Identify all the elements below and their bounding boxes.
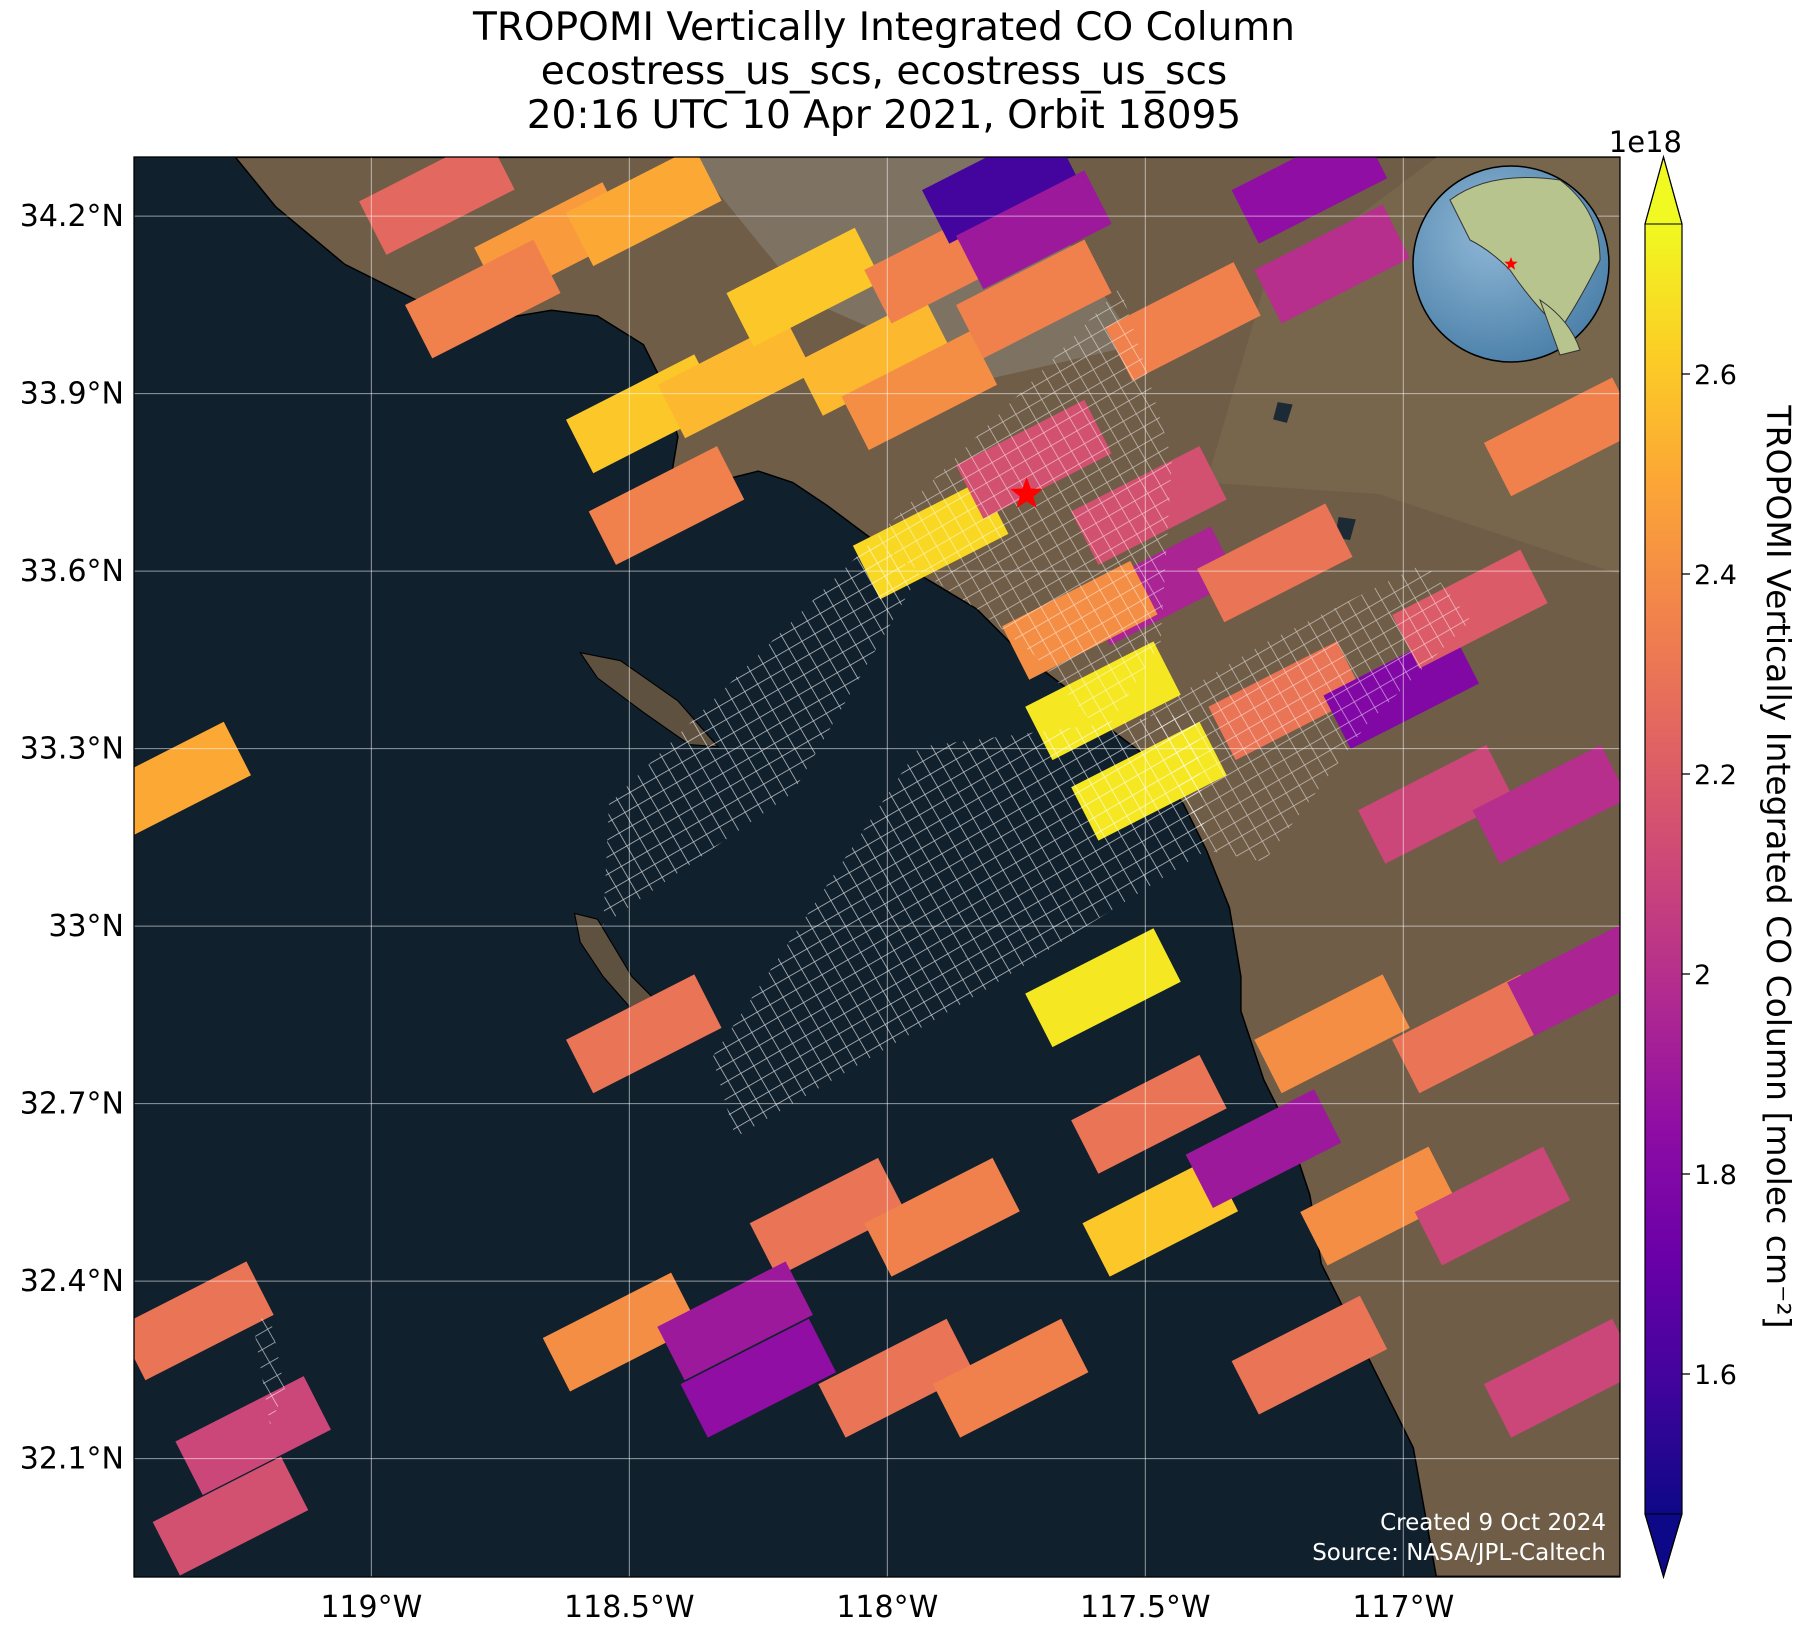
co-tile <box>726 227 883 347</box>
colorbar-tick-label: 2 <box>1694 960 1711 991</box>
y-tick-label: 32.4°N <box>20 1264 124 1299</box>
co-tile <box>749 1157 906 1277</box>
y-tick-label: 32.1°N <box>20 1442 124 1477</box>
co-tile <box>1082 1157 1239 1277</box>
colorbar-tick-label: 2.2 <box>1694 760 1737 791</box>
co-tile <box>1392 974 1548 1094</box>
co-tile <box>680 1318 837 1438</box>
map-frame <box>133 156 1621 1578</box>
y-tick-label: 34.2°N <box>20 199 124 234</box>
co-tile <box>1472 744 1620 864</box>
ecostress-swaths <box>252 287 1471 1425</box>
colorbar-extend-high <box>1644 155 1683 225</box>
x-tick-label: 117.5°W <box>1080 1590 1211 1625</box>
co-tile <box>1197 503 1353 623</box>
credit: Source: NASA/JPL-Caltech <box>1312 1540 1606 1566</box>
y-tick-label: 33.6°N <box>20 554 124 589</box>
co-tile <box>922 157 1078 244</box>
colorbar: 1e18 TROPOMI Vertically Integrated CO Co… <box>1609 125 1798 1580</box>
x-tick-label: 119°W <box>320 1590 422 1625</box>
x-tick-label: 118.5°W <box>564 1590 695 1625</box>
y-tick-label: 33.3°N <box>20 732 124 767</box>
title-line: ecostress_us_scs, ecostress_us_scs <box>541 49 1227 94</box>
co-tile <box>1185 1089 1342 1209</box>
co-tile <box>1254 974 1410 1094</box>
co-tile <box>1414 1146 1571 1266</box>
co-tile <box>588 446 745 565</box>
co-tile <box>1483 1318 1620 1438</box>
colorbar-extend-low <box>1644 1513 1683 1579</box>
colorbar-label: TROPOMI Vertically Integrated CO Column … <box>1759 404 1798 1328</box>
globe-marker <box>1504 257 1518 270</box>
colorbar-tick-label: 1.6 <box>1694 1360 1737 1391</box>
co-tile <box>1231 1295 1388 1415</box>
colorbar-tick-label: 2.4 <box>1694 560 1737 591</box>
co-tile <box>1483 377 1620 497</box>
co-tile <box>1507 917 1620 1036</box>
x-tick-label: 117°W <box>1352 1590 1454 1625</box>
y-tick-label: 32.7°N <box>20 1087 124 1122</box>
credit: Created 9 Oct 2024 <box>1380 1510 1606 1536</box>
co-tile <box>1025 928 1181 1048</box>
co-tile <box>1105 262 1261 381</box>
target-marker <box>1010 477 1043 508</box>
co-tile <box>175 1376 331 1496</box>
y-tick-label: 33.9°N <box>20 377 124 412</box>
co-tile <box>1358 744 1514 864</box>
co-tile <box>134 1261 274 1381</box>
title-line: TROPOMI Vertically Integrated CO Column <box>472 5 1295 50</box>
co-tile <box>542 1272 699 1392</box>
co-tile <box>1231 157 1388 244</box>
colorbar-frame <box>1644 154 1683 1580</box>
co-tile <box>405 239 561 359</box>
co-tile <box>566 157 722 267</box>
colorbar-offset: 1e18 <box>1609 125 1682 159</box>
co-tile <box>795 296 952 416</box>
co-tile <box>956 170 1112 290</box>
co-tile <box>1254 204 1410 324</box>
colorbar-tick-label: 1.8 <box>1694 1160 1737 1191</box>
map <box>134 157 1620 1577</box>
co-tile <box>932 1318 1089 1438</box>
colorbar-tick-label: 2.6 <box>1694 360 1737 391</box>
colorbar-body <box>1645 224 1682 1514</box>
co-tile <box>1071 1054 1227 1174</box>
co-tile <box>956 239 1112 359</box>
grid <box>134 157 1620 1577</box>
co-tile <box>359 157 515 255</box>
y-tick-label: 33°N <box>48 909 124 944</box>
x-tick-label: 118°W <box>836 1590 938 1625</box>
co-tile <box>657 1261 813 1381</box>
co-tile <box>841 331 998 451</box>
co-tile <box>1300 1146 1456 1266</box>
co-tile <box>566 974 722 1094</box>
co-tile <box>818 1318 974 1438</box>
title-line: 20:16 UTC 10 Apr 2021, Orbit 18095 <box>527 93 1242 138</box>
co-tile <box>864 1157 1020 1277</box>
co-tile <box>152 1456 309 1576</box>
co-tile <box>657 319 814 439</box>
